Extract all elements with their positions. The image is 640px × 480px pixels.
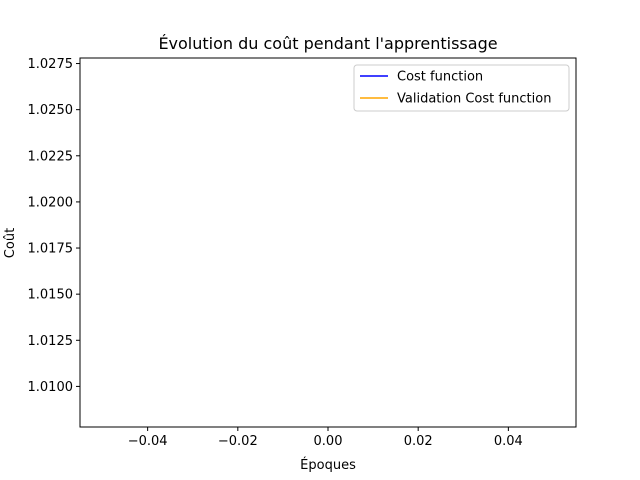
x-axis: −0.04 −0.02 0.00 0.02 0.04 [128, 427, 523, 449]
x-tick-label: 0.04 [494, 434, 523, 449]
x-axis-label: Époques [300, 457, 356, 473]
x-tick-label: −0.04 [128, 434, 168, 449]
x-tick-label: 0.00 [314, 434, 343, 449]
y-tick-label: 1.0125 [28, 334, 74, 349]
y-tick-label: 1.0175 [28, 242, 74, 257]
y-tick-label: 1.0150 [28, 288, 74, 303]
y-axis: 1.0100 1.0125 1.0150 1.0175 1.0200 1.0225 1.02… [28, 57, 80, 395]
y-tick-label: 1.0275 [28, 57, 74, 72]
y-tick-label: 1.0225 [28, 149, 74, 164]
y-tick-label: 1.0100 [28, 380, 74, 395]
y-tick-label: 1.0250 [28, 103, 74, 118]
legend-box [353, 64, 570, 112]
y-tick-label: 1.0200 [28, 195, 74, 210]
y-axis-label: Coût [3, 228, 18, 258]
x-tick-label: 0.02 [404, 434, 433, 449]
x-tick-label: −0.02 [218, 434, 258, 449]
legend-label: Cost function [397, 70, 483, 85]
legend: Cost function Validation Cost function [353, 64, 570, 112]
chart-title: Évolution du coût pendant l'apprentissag… [158, 34, 497, 53]
legend-label: Validation Cost function [397, 92, 551, 107]
plot-frame [79, 57, 577, 428]
